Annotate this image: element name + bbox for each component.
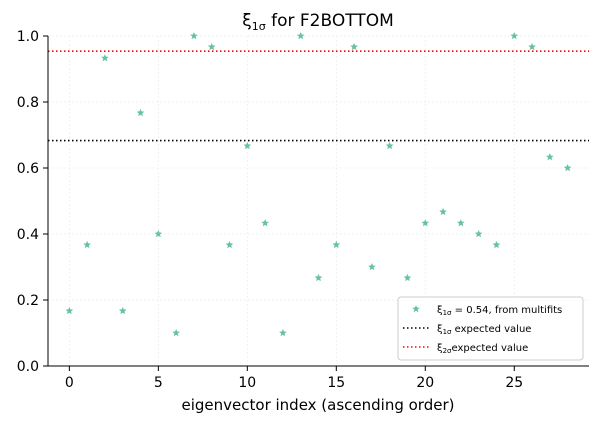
data-point xyxy=(65,306,74,315)
data-point xyxy=(350,42,358,51)
data-point xyxy=(546,153,554,161)
data-point xyxy=(474,230,483,238)
data-point xyxy=(101,54,109,62)
data-point xyxy=(421,219,430,227)
x-tick-label: 10 xyxy=(238,375,256,391)
y-tick-label: 0.4 xyxy=(17,227,39,243)
data-point xyxy=(368,263,376,271)
grid-lines xyxy=(48,35,589,367)
data-point xyxy=(207,42,216,51)
y-tick-label: 1.0 xyxy=(17,29,39,45)
x-tick-label: 25 xyxy=(505,375,523,391)
data-point xyxy=(510,32,519,40)
data-point xyxy=(314,273,323,282)
data-point xyxy=(83,240,91,249)
legend-label: ξ2σexpected value xyxy=(437,343,528,355)
y-ticks: 0.0 0.2 0.4 0.6 0.8 1.0 xyxy=(17,29,48,375)
data-point xyxy=(243,141,252,150)
chart-title-suffix: for F2BOTTOM xyxy=(266,11,394,31)
y-tick-label: 0.0 xyxy=(17,359,39,375)
data-point xyxy=(296,32,305,40)
data-point xyxy=(457,219,465,227)
axes xyxy=(47,36,589,367)
data-point xyxy=(154,230,163,238)
data-point xyxy=(190,32,198,40)
y-tick-label: 0.6 xyxy=(17,161,39,177)
legend-label: ξ1σ = 0.54, from multifits xyxy=(437,305,562,317)
data-point xyxy=(528,42,536,51)
y-tick-label: 0.8 xyxy=(17,95,39,111)
x-tick-label: 0 xyxy=(65,375,74,391)
data-point xyxy=(332,240,341,249)
legend: ξ1σ = 0.54, from multifits ξ1σ expected v… xyxy=(397,296,584,361)
legend-items: ξ1σ = 0.54, from multifits ξ1σ expected v… xyxy=(403,305,562,355)
data-point xyxy=(118,306,127,315)
data-point xyxy=(261,219,269,227)
x-ticks: 0 5 10 15 20 25 xyxy=(65,366,523,391)
legend-label: ξ1σ expected value xyxy=(437,324,531,336)
data-point xyxy=(279,329,287,337)
legend-marker xyxy=(412,305,420,313)
data-point xyxy=(492,240,501,249)
data-point xyxy=(225,240,234,249)
chart-title-prefix: ξ xyxy=(242,11,251,31)
data-point xyxy=(172,329,180,337)
data-points xyxy=(65,32,572,337)
x-tick-label: 15 xyxy=(327,375,345,391)
data-point xyxy=(385,141,394,150)
x-tick-label: 20 xyxy=(416,375,434,391)
legend-box xyxy=(397,296,584,361)
x-tick-label: 5 xyxy=(154,375,163,391)
x-axis-label: eigenvector index (ascending order) xyxy=(182,396,455,414)
chart-title: ξ1σ for F2BOTTOM xyxy=(242,11,394,33)
data-point xyxy=(136,108,145,117)
chart-title-subscript: 1σ xyxy=(252,20,266,33)
data-point xyxy=(563,164,572,172)
data-point xyxy=(403,273,412,282)
data-point xyxy=(439,207,447,216)
y-tick-label: 0.2 xyxy=(17,293,39,309)
